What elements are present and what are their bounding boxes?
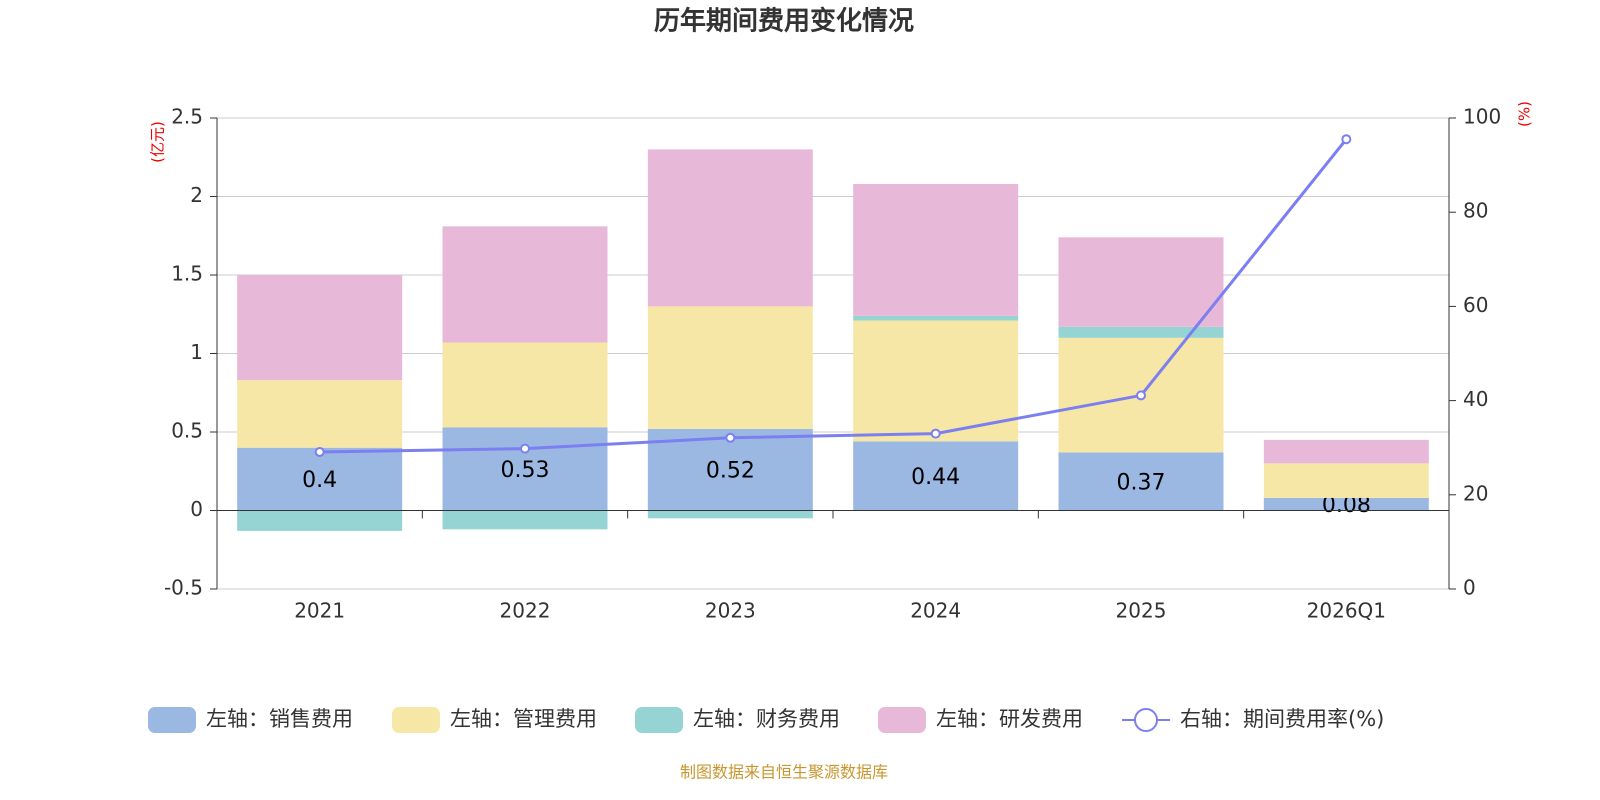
x-tick-label: 2021: [294, 599, 345, 623]
y-tick-label: 1: [190, 340, 203, 364]
legend-swatch: [878, 707, 926, 733]
x-tick-label: 2024: [910, 599, 961, 623]
y2-tick-label: 0: [1463, 576, 1476, 600]
bar-value-label: 0.53: [501, 458, 550, 483]
line-point: [314, 446, 325, 457]
bar-value-label: 0.44: [911, 465, 960, 490]
legend-label: 左轴：销售费用: [206, 707, 353, 731]
y-tick-label: -0.5: [164, 576, 203, 600]
line-point: [520, 443, 530, 454]
x-tick-label: 2025: [1116, 599, 1167, 623]
y-tick-label: 2: [190, 183, 203, 207]
y2-tick-label: 100: [1463, 105, 1501, 129]
legend-label: 右轴：期间费用率(%): [1180, 707, 1384, 731]
bar: [1058, 452, 1224, 511]
legend-swatch: [635, 707, 683, 733]
y-tick-label: 0: [190, 497, 203, 521]
bar: [237, 510, 403, 531]
bar-value-label: 0.4: [302, 468, 337, 493]
bar: [1263, 439, 1429, 464]
bar: [853, 315, 1019, 321]
y2-tick-label: 80: [1463, 199, 1488, 223]
bar: [1263, 463, 1429, 498]
bar: [1263, 497, 1429, 511]
line-point: [1136, 390, 1146, 401]
y-tick-label: 2.5: [171, 105, 203, 129]
bar: [442, 510, 608, 530]
legend-label: 左轴：研发费用: [936, 707, 1083, 731]
y-tick-label: 1.5: [171, 262, 203, 286]
y2-tick-label: 60: [1463, 293, 1488, 317]
legend-label: 左轴：财务费用: [693, 707, 840, 731]
legend-swatch: [392, 707, 440, 733]
x-tick-label: 2026Q1: [1307, 599, 1386, 623]
bar: [237, 380, 403, 448]
bar: [1058, 326, 1224, 338]
bar: [853, 441, 1019, 511]
y-tick-label: 0.5: [171, 419, 203, 443]
legend-label: 左轴：管理费用: [450, 707, 597, 731]
line-point: [1341, 134, 1352, 145]
y2-axis-label: (%): [1516, 101, 1534, 127]
bar: [853, 183, 1019, 316]
bar: [1058, 237, 1224, 327]
bar: [853, 320, 1019, 442]
bar: [442, 226, 608, 343]
x-tick-label: 2023: [705, 599, 756, 623]
source-note: 制图数据来自恒生聚源数据库: [680, 763, 888, 782]
bar: [442, 427, 608, 511]
bar: [647, 149, 813, 307]
x-tick-label: 2022: [500, 599, 551, 623]
bar-value-label: 0.37: [1117, 470, 1166, 495]
bar: [647, 306, 813, 429]
bar: [442, 342, 608, 428]
legend-swatch: [1134, 708, 1158, 732]
bar: [237, 275, 403, 381]
legend-swatch: [148, 707, 196, 733]
y-axis-label: (亿元): [149, 121, 167, 163]
line-series: [319, 138, 1348, 454]
bar-value-label: 0.52: [706, 459, 755, 484]
bar: [647, 510, 813, 519]
line-point: [930, 428, 941, 439]
line-point: [725, 432, 736, 443]
bar: [237, 447, 403, 511]
y2-tick-label: 20: [1463, 481, 1488, 505]
chart-title: 历年期间费用变化情况: [654, 6, 914, 37]
y2-tick-label: 40: [1463, 387, 1488, 411]
